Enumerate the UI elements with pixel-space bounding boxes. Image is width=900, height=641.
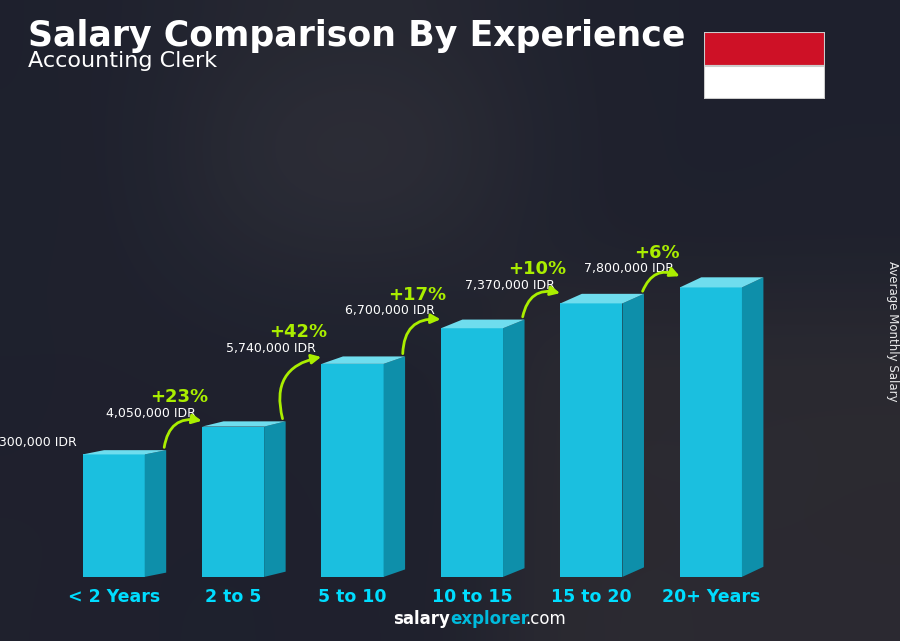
Text: +10%: +10% — [508, 260, 566, 278]
Text: 7,800,000 IDR: 7,800,000 IDR — [584, 262, 674, 275]
Text: +42%: +42% — [269, 323, 328, 341]
Polygon shape — [561, 294, 644, 303]
Text: Accounting Clerk: Accounting Clerk — [28, 51, 217, 71]
Text: salary: salary — [393, 610, 450, 628]
Text: Average Monthly Salary: Average Monthly Salary — [886, 261, 899, 401]
Text: 7,370,000 IDR: 7,370,000 IDR — [464, 279, 554, 292]
Polygon shape — [503, 320, 525, 577]
Bar — [704, 66, 825, 99]
Bar — [83, 454, 145, 577]
Polygon shape — [321, 356, 405, 364]
Polygon shape — [441, 320, 525, 328]
Polygon shape — [202, 421, 285, 427]
Polygon shape — [623, 294, 644, 577]
Polygon shape — [680, 278, 763, 287]
Bar — [704, 32, 825, 66]
Text: +6%: +6% — [634, 244, 680, 262]
Polygon shape — [742, 278, 763, 577]
Text: 3,300,000 IDR: 3,300,000 IDR — [0, 436, 76, 449]
Text: 4,050,000 IDR: 4,050,000 IDR — [106, 407, 196, 420]
Text: explorer: explorer — [450, 610, 529, 628]
Bar — [202, 427, 264, 577]
Text: +17%: +17% — [389, 286, 446, 304]
Bar — [441, 328, 503, 577]
Polygon shape — [383, 356, 405, 577]
Text: 6,700,000 IDR: 6,700,000 IDR — [345, 304, 435, 317]
Bar — [321, 364, 383, 577]
Text: +23%: +23% — [149, 388, 208, 406]
Polygon shape — [145, 450, 166, 577]
Polygon shape — [83, 450, 166, 454]
Polygon shape — [264, 421, 285, 577]
Text: Salary Comparison By Experience: Salary Comparison By Experience — [28, 19, 686, 53]
Bar — [561, 303, 623, 577]
Text: 5,740,000 IDR: 5,740,000 IDR — [226, 342, 316, 354]
Text: .com: .com — [525, 610, 566, 628]
Bar — [680, 287, 742, 577]
